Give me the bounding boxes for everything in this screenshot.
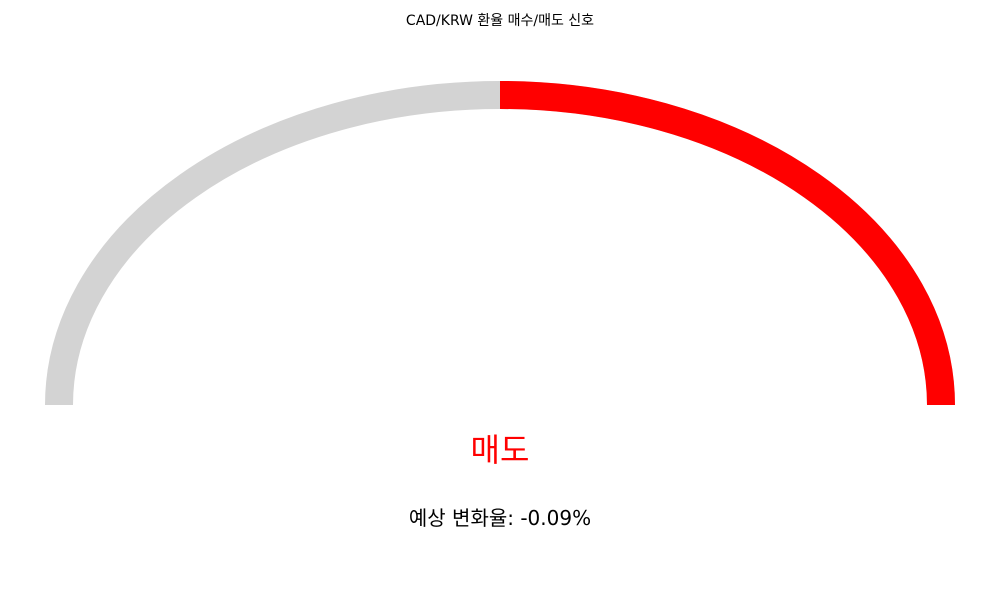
gauge-track-arc: [45, 81, 955, 406]
expected-change-text: 예상 변화율: -0.09%: [408, 506, 592, 530]
gauge-sell-arc: [499, 81, 955, 406]
chart-title: CAD/KRW 환율 매수/매도 신호: [405, 13, 595, 29]
signal-label: 매도: [470, 431, 530, 469]
